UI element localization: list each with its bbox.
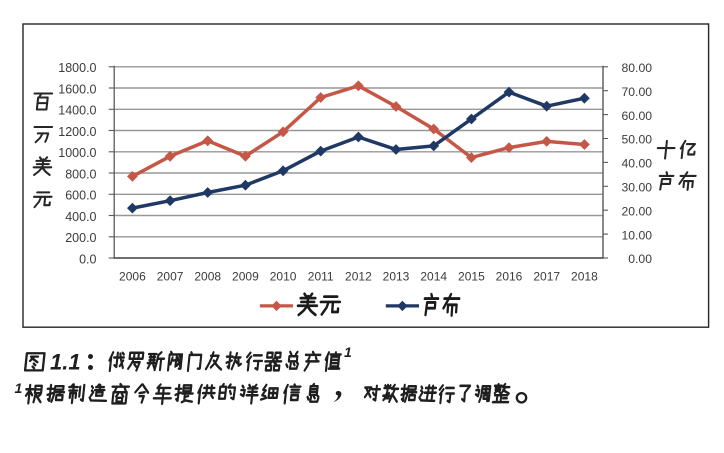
- svg-text:400.0: 400.0: [65, 210, 96, 224]
- svg-text:40.00: 40.00: [622, 157, 653, 171]
- svg-text:800.0: 800.0: [65, 167, 96, 181]
- svg-text:2017: 2017: [533, 269, 560, 283]
- svg-text:2012: 2012: [345, 269, 372, 283]
- svg-text:2014: 2014: [420, 269, 447, 283]
- svg-text:0.00: 0.00: [628, 252, 652, 266]
- svg-text:1: 1: [344, 344, 352, 360]
- svg-text:1: 1: [15, 380, 23, 396]
- svg-text:600.0: 600.0: [65, 189, 96, 203]
- svg-text:2015: 2015: [458, 269, 485, 283]
- svg-text:2016: 2016: [496, 269, 523, 283]
- svg-text:2008: 2008: [194, 269, 221, 283]
- svg-text:1800.0: 1800.0: [58, 61, 96, 75]
- svg-text:1.1: 1.1: [50, 350, 81, 375]
- svg-text:2007: 2007: [157, 269, 184, 283]
- svg-text:200.0: 200.0: [65, 231, 96, 245]
- svg-text:2013: 2013: [383, 269, 410, 283]
- svg-text:0.0: 0.0: [79, 252, 96, 266]
- svg-text:1200.0: 1200.0: [58, 125, 96, 139]
- svg-text:60.00: 60.00: [622, 109, 653, 123]
- svg-text:1000.0: 1000.0: [58, 146, 96, 160]
- svg-text:2018: 2018: [571, 269, 598, 283]
- svg-text:2010: 2010: [270, 269, 297, 283]
- svg-text:1600.0: 1600.0: [58, 82, 96, 96]
- svg-text:50.00: 50.00: [622, 133, 653, 147]
- svg-text:2011: 2011: [308, 269, 334, 283]
- svg-text:2006: 2006: [119, 269, 146, 283]
- svg-text:70.00: 70.00: [622, 85, 653, 99]
- svg-text:80.00: 80.00: [622, 61, 653, 75]
- svg-text:30.00: 30.00: [622, 181, 653, 195]
- svg-text:20.00: 20.00: [622, 204, 653, 218]
- svg-text:2009: 2009: [232, 269, 259, 283]
- svg-text:1400.0: 1400.0: [58, 104, 96, 118]
- svg-text:10.00: 10.00: [622, 228, 653, 242]
